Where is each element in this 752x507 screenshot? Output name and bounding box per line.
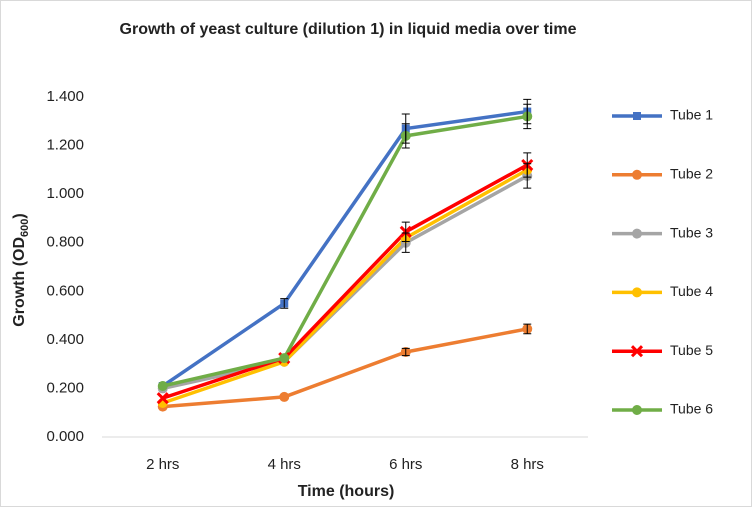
y-tick-label: 1.400 <box>46 88 84 105</box>
series-line <box>161 109 528 388</box>
error-bar <box>523 323 532 335</box>
marker <box>157 381 168 391</box>
legend-label: Tube 2 <box>670 166 713 182</box>
y-tick-label: 0.800 <box>46 234 84 251</box>
y-axis-title: Growth (OD600) <box>11 213 31 326</box>
series-line <box>162 327 528 409</box>
marker <box>156 392 169 405</box>
legend: Tube 1 Tube 2 Tube 3 Tube 4 Tube 5 Tube 6 <box>612 107 713 417</box>
y-tick-label: 0.400 <box>46 331 84 348</box>
error-bar <box>401 123 410 149</box>
series-line <box>162 163 529 400</box>
marker <box>632 169 642 180</box>
y-tick-label: 0.200 <box>46 379 84 396</box>
x-tick-label: 4 hrs <box>268 456 301 473</box>
y-axis-title-subscript: 600 <box>19 219 31 237</box>
error-bar <box>401 347 410 357</box>
y-tick-label: 0.600 <box>46 282 84 299</box>
legend-label: Tube 6 <box>670 401 713 417</box>
legend-label: Tube 4 <box>670 283 713 299</box>
error-bar <box>280 298 289 309</box>
legend-label: Tube 5 <box>670 342 713 358</box>
error-bar <box>523 103 532 130</box>
y-axis-title-part: Growth (OD <box>11 237 28 327</box>
chart-title: Growth of yeast culture (dilution 1) in … <box>120 21 577 38</box>
legend-label: Tube 1 <box>670 107 713 123</box>
y-axis-title-part: ) <box>11 213 28 218</box>
marker <box>632 228 642 239</box>
marker <box>630 345 644 358</box>
legend-label: Tube 3 <box>670 224 713 240</box>
y-tick-label: 1.200 <box>46 137 84 154</box>
y-tick-label: 0.000 <box>46 428 84 445</box>
error-bar <box>401 221 410 242</box>
series-line <box>162 168 529 405</box>
marker <box>632 405 642 415</box>
marker <box>279 391 290 402</box>
x-axis-title: Time (hours) <box>298 483 395 500</box>
y-tick-label: 1.000 <box>46 185 84 202</box>
marker <box>632 287 642 298</box>
x-tick-label: 8 hrs <box>511 456 544 473</box>
marker <box>279 353 290 364</box>
error-bar <box>523 152 532 178</box>
series-line <box>162 114 528 388</box>
x-tick-label: 2 hrs <box>146 456 179 473</box>
x-tick-label: 6 hrs <box>389 456 422 473</box>
marker <box>633 112 641 120</box>
